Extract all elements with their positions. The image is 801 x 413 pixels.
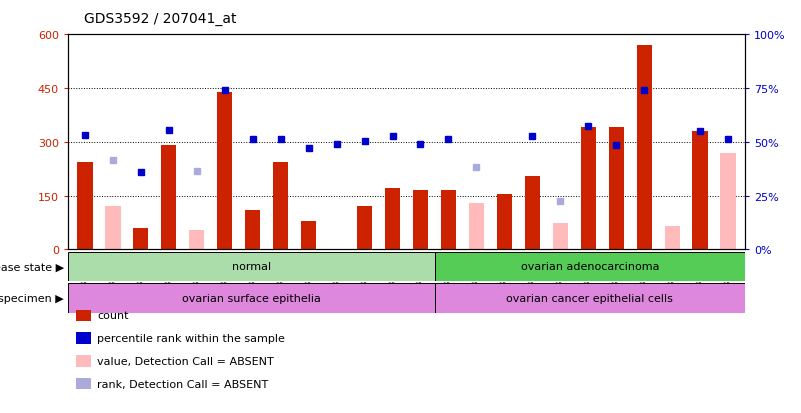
- Bar: [435, 284, 745, 313]
- Text: specimen ▶: specimen ▶: [0, 294, 64, 304]
- Bar: [68, 252, 435, 282]
- Text: ovarian adenocarcinoma: ovarian adenocarcinoma: [521, 262, 659, 272]
- Text: percentile rank within the sample: percentile rank within the sample: [97, 333, 285, 343]
- Bar: [441, 191, 456, 250]
- Bar: [301, 221, 316, 250]
- Bar: [357, 207, 372, 250]
- Bar: [413, 191, 429, 250]
- Text: ovarian surface epithelia: ovarian surface epithelia: [182, 294, 321, 304]
- Bar: [77, 162, 93, 250]
- Text: rank, Detection Call = ABSENT: rank, Detection Call = ABSENT: [97, 379, 268, 389]
- Bar: [609, 128, 624, 250]
- Text: value, Detection Call = ABSENT: value, Detection Call = ABSENT: [97, 356, 274, 366]
- Bar: [637, 46, 652, 250]
- Bar: [469, 203, 484, 250]
- Bar: [665, 227, 680, 250]
- Bar: [161, 146, 176, 250]
- Bar: [133, 228, 148, 250]
- Text: count: count: [97, 311, 128, 320]
- Text: ovarian cancer epithelial cells: ovarian cancer epithelial cells: [506, 294, 674, 304]
- Text: GDS3592 / 207041_at: GDS3592 / 207041_at: [84, 12, 236, 26]
- Bar: [553, 223, 568, 250]
- Text: normal: normal: [231, 262, 271, 272]
- Bar: [273, 162, 288, 250]
- Bar: [720, 153, 736, 250]
- Bar: [384, 189, 400, 250]
- Bar: [693, 132, 708, 250]
- Bar: [68, 284, 435, 313]
- Bar: [245, 211, 260, 250]
- Bar: [217, 93, 232, 250]
- Bar: [435, 252, 745, 282]
- Text: disease state ▶: disease state ▶: [0, 262, 64, 272]
- Bar: [525, 176, 540, 250]
- Bar: [497, 195, 512, 250]
- Bar: [581, 128, 596, 250]
- Bar: [189, 230, 204, 250]
- Bar: [105, 207, 120, 250]
